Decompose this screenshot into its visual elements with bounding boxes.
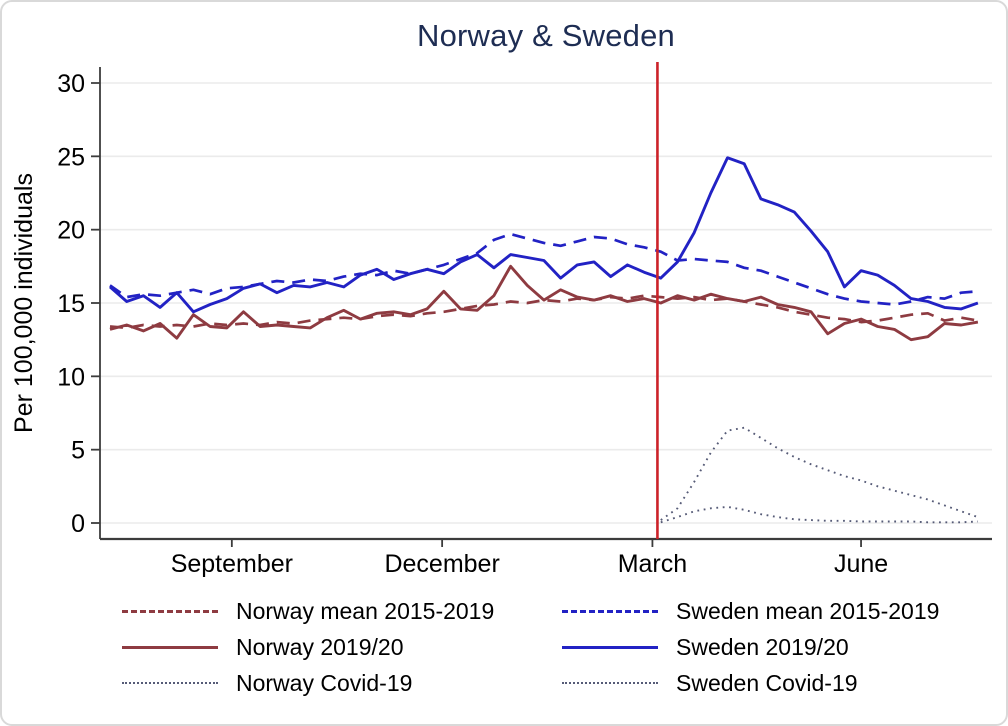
legend-item-norway-mean: Norway mean 2015-2019: [122, 598, 562, 624]
chart-title: Norway & Sweden: [416, 18, 675, 53]
legend-label: Sweden Covid-19: [676, 669, 858, 696]
x-tick-label: June: [834, 550, 888, 578]
y-tick-label: 0: [71, 510, 85, 538]
y-tick-label: 30: [57, 70, 85, 98]
legend-label: Norway 2019/20: [236, 633, 404, 660]
chart-legend: Norway mean 2015-2019 Sweden mean 2015-2…: [122, 598, 939, 696]
legend-item-norway-201920: Norway 2019/20: [122, 634, 562, 660]
series-line-norway-covid-19: [660, 505, 978, 524]
series-line-sweden-2019-20: [109, 156, 979, 314]
series-line-sweden-mean-2015-2019: [109, 232, 979, 306]
sweden-201920-line-swatch: [562, 645, 658, 649]
sweden-mean-line-swatch: [562, 609, 658, 613]
y-tick-label: 10: [57, 363, 85, 391]
x-tick-label: March: [618, 550, 687, 578]
legend-item-sweden-201920: Sweden 2019/20: [562, 634, 939, 660]
legend-label: Sweden 2019/20: [676, 633, 849, 660]
legend-label: Norway Covid-19: [236, 669, 413, 696]
series-line-sweden-covid-19: [660, 426, 979, 521]
y-tick-label: 25: [57, 143, 85, 171]
norway-201920-line-swatch: [122, 645, 218, 649]
legend-item-norway-covid: Norway Covid-19: [122, 670, 562, 696]
legend-label: Sweden mean 2015-2019: [676, 597, 940, 624]
y-tick-label: 5: [71, 437, 85, 465]
norway-mean-line-swatch: [122, 609, 218, 613]
legend-item-sweden-mean: Sweden mean 2015-2019: [562, 598, 939, 624]
legend-label: Norway mean 2015-2019: [236, 597, 495, 624]
y-tick-label: 20: [57, 217, 85, 245]
x-tick-label: December: [384, 550, 499, 578]
y-tick-label: 15: [57, 290, 85, 318]
sweden-covid-line-swatch: [562, 682, 658, 684]
x-tick-label: September: [171, 550, 293, 578]
mortality-line-chart: 0 5 10 15 20 25 30 September December March June Pe…: [10, 62, 992, 578]
legend-item-sweden-covid: Sweden Covid-19: [562, 670, 939, 696]
y-axis-title: Per 100,000 individuals: [10, 173, 38, 433]
series-line-norway-2019-20: [109, 264, 979, 342]
norway-covid-line-swatch: [122, 682, 218, 684]
